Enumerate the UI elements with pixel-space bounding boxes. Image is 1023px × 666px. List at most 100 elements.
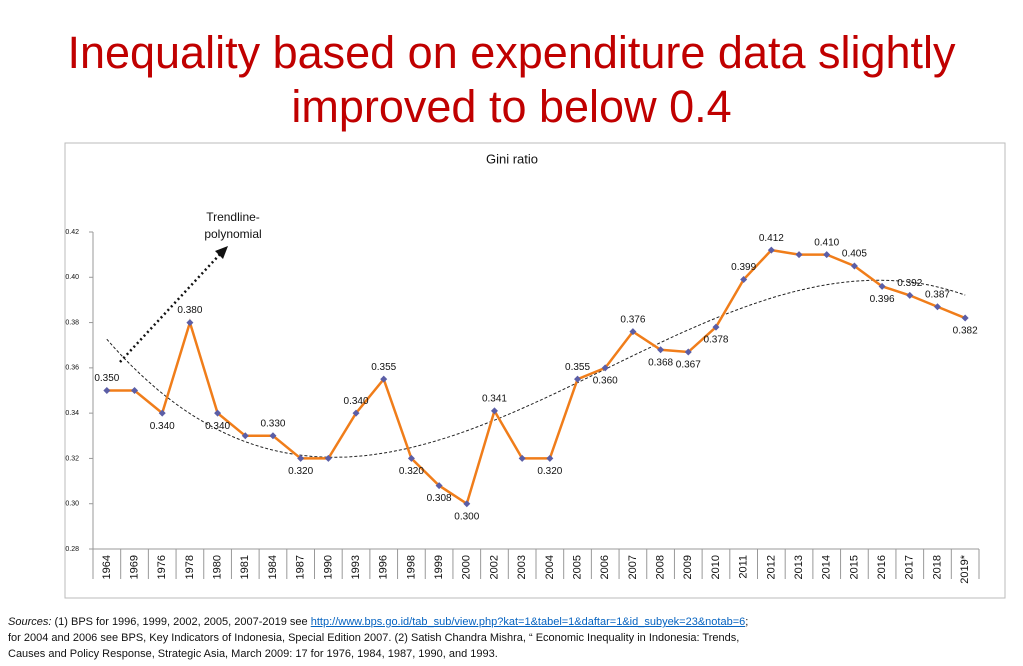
x-tick-label: 2010 [710, 555, 722, 579]
y-tick-label: 0.32 [65, 455, 79, 462]
x-tick-label: 2012 [765, 555, 777, 579]
marker [518, 454, 526, 462]
x-tick-label: 1987 [295, 555, 307, 579]
x-tick-label: 2019* [959, 554, 971, 583]
x-tick-label: 2004 [544, 555, 556, 579]
marker [657, 346, 665, 354]
data-label: 0.405 [842, 249, 867, 260]
arrow-head [215, 246, 228, 259]
sources-label: Sources: [8, 616, 52, 628]
marker [324, 454, 332, 462]
marker [352, 409, 360, 417]
data-label: 0.340 [205, 421, 230, 432]
y-tick-label: 0.28 [65, 546, 79, 553]
marker [961, 314, 969, 322]
data-label: 0.320 [288, 466, 313, 477]
x-tick-label: 2017 [904, 555, 916, 579]
x-tick-label: 2013 [793, 555, 805, 579]
data-label: 0.376 [620, 314, 645, 325]
x-tick-label: 2003 [516, 555, 528, 579]
marker [601, 364, 609, 372]
x-tick-label: 1964 [101, 555, 113, 579]
data-label: 0.399 [731, 262, 756, 273]
y-tick-label: 0.34 [65, 410, 79, 417]
x-tick-label: 2008 [655, 555, 667, 579]
data-label: 0.340 [150, 421, 175, 432]
marker [435, 482, 443, 490]
marker [740, 276, 748, 284]
trendline [106, 279, 966, 458]
chart-frame [64, 142, 1006, 599]
sources-text: ; for 2004 and 2006 see BPS, Key Indicat… [8, 616, 749, 660]
data-label: 0.340 [344, 396, 369, 407]
marker [878, 282, 886, 290]
marker [629, 328, 637, 336]
marker [407, 454, 415, 462]
x-tick-label: 1976 [156, 555, 168, 579]
x-tick-label: 2000 [461, 555, 473, 579]
x-tick-label: 2005 [571, 555, 583, 579]
marker [380, 375, 388, 383]
marker [574, 375, 582, 383]
x-tick-label: 2002 [488, 555, 500, 579]
data-label: 0.350 [94, 373, 119, 384]
marker [463, 500, 471, 508]
marker [186, 319, 194, 327]
x-tick-label: 1990 [322, 555, 334, 579]
data-label: 0.387 [925, 289, 950, 300]
data-label: 0.341 [482, 394, 507, 405]
marker [933, 303, 941, 311]
x-tick-label: 2018 [931, 555, 943, 579]
data-label: 0.308 [427, 493, 452, 504]
marker [241, 432, 249, 440]
data-label: 0.412 [759, 233, 784, 244]
marker [850, 262, 858, 270]
x-tick-label: 2014 [821, 555, 833, 579]
data-label: 0.382 [953, 326, 978, 337]
data-label: 0.320 [399, 466, 424, 477]
y-tick-label: 0.40 [65, 274, 79, 281]
data-label: 0.367 [676, 360, 701, 371]
data-label: 0.368 [648, 357, 673, 368]
marker [712, 323, 720, 331]
x-tick-label: 1999 [433, 555, 445, 579]
data-label: 0.330 [260, 418, 285, 429]
marker [546, 454, 554, 462]
marker [490, 407, 498, 415]
x-tick-label: 1993 [350, 555, 362, 579]
slide-title: Inequality based on expenditure data sli… [67, 27, 956, 132]
chart-title: Gini ratio [486, 151, 538, 166]
data-label: 0.355 [371, 362, 396, 373]
x-tick-label: 2015 [848, 555, 860, 579]
marker [158, 409, 166, 417]
x-tick-label: 2011 [738, 555, 750, 579]
marker [103, 387, 111, 394]
y-tick-label: 0.36 [65, 365, 79, 372]
marker [906, 291, 914, 299]
sources: Sources: (1) BPS for 1996, 1999, 2002, 2… [8, 614, 753, 662]
marker [823, 251, 831, 259]
marker [131, 387, 139, 394]
y-tick-label: 0.30 [65, 501, 79, 508]
data-label: 0.320 [537, 466, 562, 477]
sources-text: (1) BPS for 1996, 1999, 2002, 2005, 2007… [54, 616, 311, 628]
data-label: 0.410 [814, 237, 839, 248]
sources-link[interactable]: http://www.bps.go.id/tab_sub/view.php?ka… [310, 616, 746, 628]
x-tick-label: 1978 [184, 555, 196, 579]
marker [684, 348, 692, 356]
data-label: 0.392 [897, 278, 922, 289]
x-tick-label: 2006 [599, 555, 611, 579]
marker [767, 246, 775, 254]
data-label: 0.360 [593, 375, 618, 386]
x-tick-label: 1969 [128, 555, 140, 579]
marker [214, 409, 222, 417]
data-label: 0.355 [565, 362, 590, 373]
y-tick-label: 0.38 [65, 319, 79, 326]
series-line [106, 248, 966, 506]
x-tick-label: 1996 [378, 555, 390, 579]
annotation-arrow [119, 251, 223, 363]
x-tick-label: 1998 [405, 555, 417, 579]
marker [297, 454, 305, 462]
